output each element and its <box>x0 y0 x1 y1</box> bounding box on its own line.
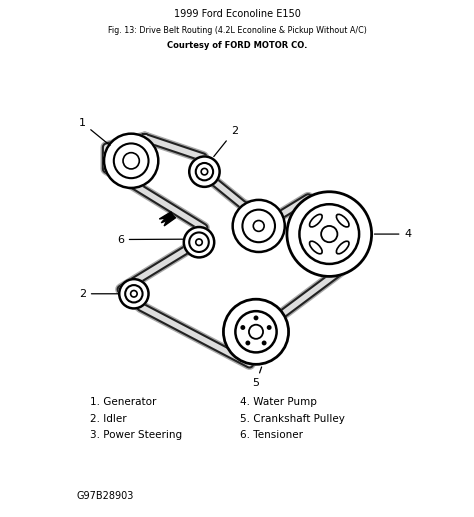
Text: 1. Generator: 1. Generator <box>91 398 157 407</box>
Text: 1: 1 <box>79 118 110 145</box>
Text: Fig. 13: Drive Belt Routing (4.2L Econoline & Pickup Without A/C): Fig. 13: Drive Belt Routing (4.2L Econol… <box>108 26 366 35</box>
Text: 1999 Ford Econoline E150: 1999 Ford Econoline E150 <box>173 9 301 19</box>
Text: 4: 4 <box>374 229 411 239</box>
Text: 6. Tensioner: 6. Tensioner <box>240 430 303 440</box>
Circle shape <box>267 325 272 330</box>
Circle shape <box>118 278 150 310</box>
Polygon shape <box>161 212 174 223</box>
Polygon shape <box>164 214 175 226</box>
Circle shape <box>232 199 286 253</box>
Circle shape <box>246 341 250 345</box>
Circle shape <box>188 156 221 188</box>
Text: 2: 2 <box>214 126 238 157</box>
Circle shape <box>182 226 215 258</box>
Circle shape <box>222 298 290 366</box>
Text: G97B28903: G97B28903 <box>77 491 134 500</box>
Text: 4. Water Pump: 4. Water Pump <box>240 398 317 407</box>
Text: 2. Idler: 2. Idler <box>91 414 127 423</box>
Circle shape <box>103 132 159 189</box>
Text: Courtesy of FORD MOTOR CO.: Courtesy of FORD MOTOR CO. <box>167 41 307 50</box>
Text: 2: 2 <box>79 289 118 299</box>
Circle shape <box>262 341 266 345</box>
Text: 5: 5 <box>253 367 262 388</box>
Text: 5. Crankshaft Pulley: 5. Crankshaft Pulley <box>240 414 345 423</box>
Circle shape <box>254 315 258 321</box>
Polygon shape <box>159 212 173 219</box>
Circle shape <box>240 325 245 330</box>
Text: 6: 6 <box>117 235 184 245</box>
Circle shape <box>286 191 373 278</box>
Text: 3. Power Steering: 3. Power Steering <box>91 430 182 440</box>
Circle shape <box>321 226 337 242</box>
